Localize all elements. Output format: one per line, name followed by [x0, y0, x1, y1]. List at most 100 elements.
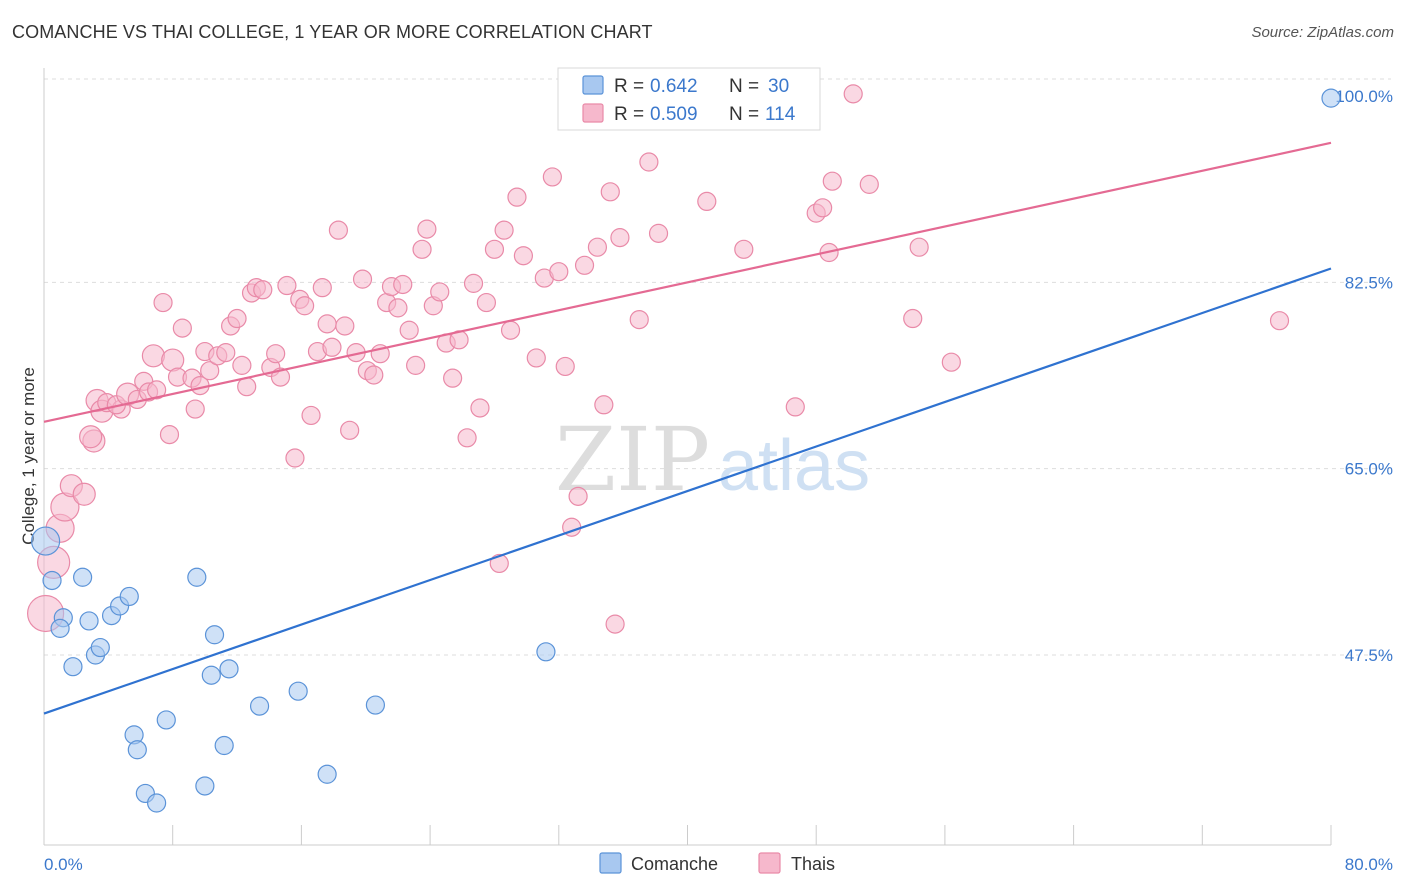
thai-point-34	[237, 377, 257, 397]
series-legend-label-thais: Thais	[791, 854, 835, 874]
thai-point-63	[406, 355, 426, 375]
y-tick-label-2: 82.5%	[1345, 273, 1393, 292]
thai-point-52	[340, 420, 360, 440]
thai-point-85	[555, 356, 575, 377]
thai-point-81	[526, 348, 546, 368]
thai-point-84	[549, 262, 569, 282]
x-tick-label-max: 80.0%	[1345, 855, 1393, 874]
x-axis-ticks	[43, 825, 1332, 845]
comanche-point-27	[536, 642, 556, 662]
thai-point-47	[312, 278, 332, 298]
thai-point-103	[822, 171, 842, 191]
comanche-point-23	[249, 696, 270, 716]
comanche-point-24	[288, 681, 308, 701]
thai-point-50	[328, 220, 349, 240]
thai-point-62	[399, 320, 419, 340]
thai-point-108	[941, 352, 961, 372]
thai-point-80	[513, 246, 534, 266]
thai-point-67	[430, 282, 450, 302]
thai-point-104	[843, 84, 863, 104]
thai-point-71	[457, 428, 477, 448]
chart-title: COMANCHE VS THAI COLLEGE, 1 YEAR OR MORE…	[12, 22, 653, 42]
series-legend-label-comanche: Comanche	[631, 854, 718, 874]
legend-n-value-thais: 114	[765, 104, 796, 125]
thai-point-99	[785, 397, 805, 417]
thai-point-106	[909, 237, 929, 257]
legend-r-label-comanche: R =	[614, 76, 644, 97]
y-axis-label: College, 1 year or more	[19, 367, 38, 545]
comanche-point-5	[63, 657, 83, 677]
comanche-point-0	[31, 526, 61, 556]
thai-point-97	[697, 191, 717, 212]
thai-point-39	[266, 344, 286, 364]
thai-point-48	[317, 314, 337, 334]
thai-point-73	[470, 398, 490, 418]
thai-point-49	[322, 337, 342, 357]
thai-points	[27, 84, 1290, 634]
comanche-point-21	[214, 735, 234, 756]
correlation-legend: R = 0.642 N = 30 R = 0.509 N = 114	[557, 67, 821, 131]
series-legend: Comanche Thais	[599, 852, 835, 874]
thai-trend-line	[43, 141, 1332, 423]
comanche-point-6	[79, 611, 99, 631]
thai-point-25	[185, 399, 205, 419]
thai-point-90	[594, 395, 614, 415]
series-legend-swatch-comanche	[599, 852, 622, 874]
comanche-point-26	[365, 695, 386, 715]
comanche-point-19	[201, 665, 221, 685]
comanche-point-18	[195, 776, 215, 796]
comanche-point-3	[50, 618, 70, 638]
comanche-point-22	[219, 659, 239, 679]
comanche-point-25	[317, 764, 337, 784]
comanche-point-17	[187, 567, 207, 587]
legend-swatch-thais	[582, 103, 604, 123]
thai-point-91	[600, 182, 620, 202]
comanche-point-4	[73, 567, 93, 587]
thai-point-101	[813, 198, 833, 218]
thai-point-51	[335, 316, 355, 336]
thai-point-7	[79, 425, 103, 449]
comanche-trend-line	[43, 267, 1332, 715]
thai-point-65	[417, 219, 437, 239]
thai-point-89	[587, 237, 608, 257]
thai-point-87	[568, 486, 588, 506]
thai-point-72	[463, 273, 484, 293]
legend-n-label-comanche: N =	[729, 76, 759, 97]
thai-point-105	[859, 174, 879, 194]
thai-point-98	[734, 239, 754, 259]
thai-point-74	[476, 292, 497, 313]
thai-point-95	[639, 152, 659, 172]
watermark-atlas: atlas	[718, 426, 870, 506]
thai-point-32	[227, 308, 247, 329]
thai-point-19	[153, 292, 173, 313]
thai-point-79	[507, 187, 527, 207]
y-tick-label-1: 65.0%	[1345, 460, 1393, 479]
thai-point-21	[161, 348, 185, 372]
thai-point-41	[277, 275, 297, 296]
legend-n-value-comanche: 30	[768, 76, 789, 97]
legend-n-label-thais: N =	[729, 104, 759, 125]
thai-point-30	[216, 343, 236, 363]
thai-point-69	[443, 368, 463, 388]
thai-point-37	[253, 280, 273, 300]
series-legend-swatch-thais	[758, 852, 781, 874]
comanche-points	[31, 88, 1341, 813]
y-tick-labels: 47.5% 65.0% 82.5% 100.0%	[1335, 87, 1393, 665]
thai-point-96	[648, 223, 669, 243]
comanche-point-11	[119, 586, 139, 607]
thai-point-5	[72, 482, 96, 506]
thai-point-28	[200, 361, 220, 381]
thai-point-42	[285, 448, 305, 468]
thai-point-109	[1269, 311, 1290, 331]
thai-point-93	[610, 228, 630, 248]
thai-point-75	[484, 239, 505, 259]
thai-point-33	[232, 355, 252, 375]
y-tick-label-3: 100.0%	[1335, 87, 1393, 106]
thai-point-23	[172, 318, 192, 338]
legend-r-value-thais: 0.509	[650, 104, 698, 125]
comanche-point-16	[147, 793, 167, 813]
thai-point-78	[500, 320, 521, 340]
thai-point-77	[494, 220, 514, 240]
legend-swatch-comanche	[582, 75, 604, 95]
source-label: Source: ZipAtlas.com	[1251, 24, 1394, 41]
